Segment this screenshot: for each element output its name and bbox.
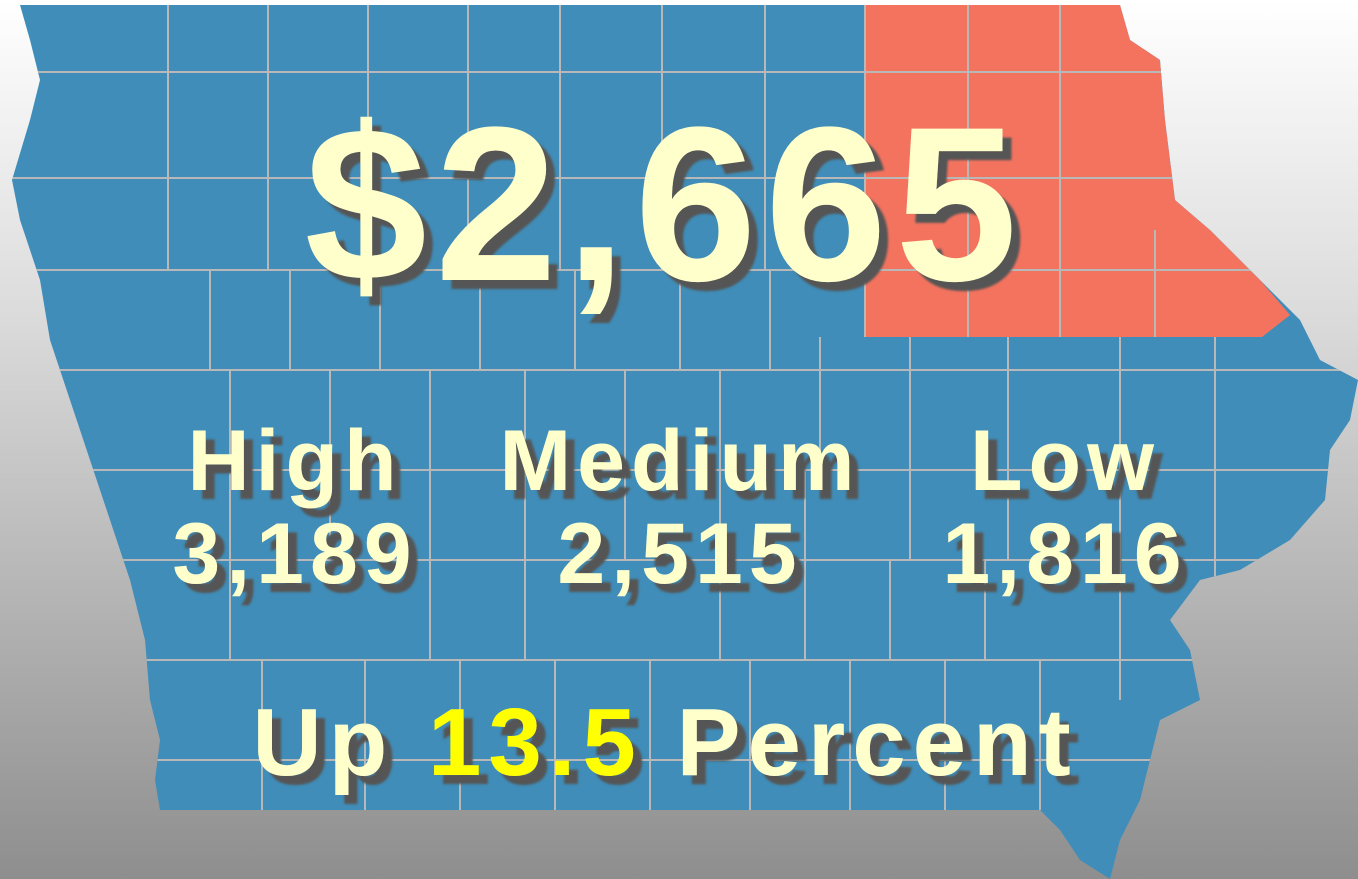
group-label: Medium xyxy=(500,413,861,509)
group-label: High xyxy=(187,413,402,509)
footer-change: 13.5 xyxy=(428,689,643,796)
group-value: 1,816 xyxy=(942,506,1187,602)
region-red xyxy=(865,5,1290,337)
footer-prefix: Up xyxy=(252,689,394,796)
group-label: Low xyxy=(970,413,1160,509)
group-value: 2,515 xyxy=(557,506,802,602)
headline: $2,665 xyxy=(305,81,1026,327)
footer: Up 13.5 Percent xyxy=(252,689,1077,796)
footer-suffix: Percent xyxy=(676,689,1077,796)
county-lines xyxy=(12,5,1358,810)
group-value: 3,189 xyxy=(172,506,417,602)
